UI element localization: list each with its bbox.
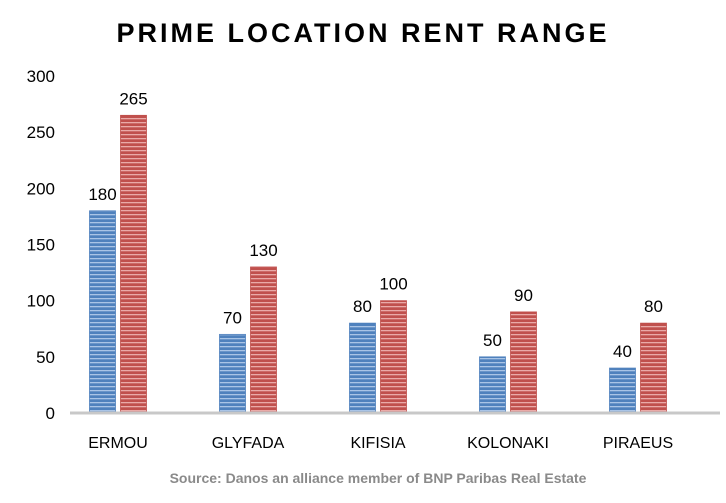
x-tick-label: GLYFADA — [212, 435, 285, 452]
bar-min-glyfada — [219, 333, 246, 414]
data-label: 130 — [249, 241, 277, 260]
bar-min-kolonaki — [479, 356, 506, 414]
data-label: 90 — [514, 286, 533, 305]
y-tick-label: 250 — [27, 123, 55, 142]
data-label: 40 — [613, 342, 632, 361]
data-label: 70 — [223, 308, 242, 327]
data-label: 180 — [88, 185, 116, 204]
y-tick-label: 50 — [36, 348, 55, 367]
y-tick-label: 100 — [27, 292, 55, 311]
bar-min-ermou — [89, 210, 116, 414]
bar-max-ermou — [120, 114, 147, 414]
y-tick-label: 200 — [27, 179, 55, 198]
bar-min-kifisia — [349, 322, 376, 414]
data-label: 50 — [483, 331, 502, 350]
bar-min-piraeus — [609, 367, 636, 414]
data-label: 265 — [119, 89, 147, 108]
bar-max-kifisia — [380, 300, 407, 414]
chart-title: PRIME LOCATION RENT RANGE — [116, 18, 610, 48]
x-tick-label: KOLONAKI — [467, 435, 549, 452]
x-tick-label: PIRAEUS — [603, 435, 673, 452]
source-note: Source: Danos an alliance member of BNP … — [169, 470, 587, 486]
x-tick-label: ERMOU — [88, 435, 148, 452]
bar-max-glyfada — [250, 266, 277, 414]
y-tick-label: 0 — [46, 404, 55, 423]
bar-max-piraeus — [640, 322, 667, 414]
y-tick-label: 300 — [27, 67, 55, 86]
bar-max-kolonaki — [510, 311, 537, 414]
y-tick-label: 150 — [27, 236, 55, 255]
data-label: 100 — [379, 275, 407, 294]
x-tick-label: KIFISIA — [350, 435, 405, 452]
data-label: 80 — [353, 297, 372, 316]
data-label: 80 — [644, 297, 663, 316]
